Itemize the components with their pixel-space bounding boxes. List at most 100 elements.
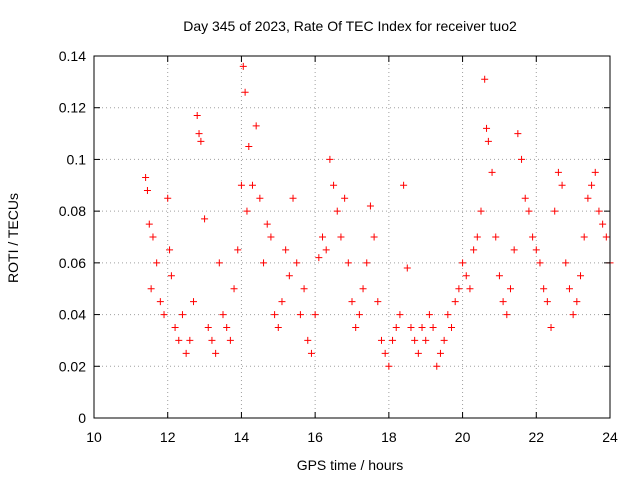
data-point [293,259,301,267]
data-point [484,137,492,145]
data-point [234,246,242,254]
data-point [425,311,433,319]
data-point [204,324,212,331]
data-point [296,311,304,319]
data-point [551,207,559,215]
data-point [451,298,459,306]
y-axis-ticks: 0 0.02 0.04 0.06 0.08 0.1 0.12 0.14 [59,48,610,426]
y-tick-label: 0.12 [59,100,86,116]
data-point [377,336,385,344]
data-point [558,181,566,189]
data-point [565,285,573,293]
data-point [263,220,271,228]
data-point [201,215,209,223]
data-point [488,168,496,176]
data-point [248,181,256,189]
data-point [352,324,360,331]
data-point [348,298,356,306]
data-point [481,75,489,83]
data-point [540,285,548,293]
y-tick-label: 0 [78,410,86,426]
data-point [278,298,286,306]
y-tick-label: 0.04 [59,307,86,323]
data-point [422,336,430,344]
data-point [156,298,164,306]
data-point [252,122,260,130]
x-tick-label: 10 [86,429,102,445]
data-point [407,324,415,331]
data-point [459,259,467,267]
data-point [510,246,518,254]
data-point [385,362,393,370]
plot-frame [93,55,611,419]
data-point [175,336,183,344]
data-point [245,143,253,150]
data-point [260,259,268,267]
data-point [400,181,408,189]
data-point [341,194,349,202]
data-point [167,272,175,280]
data-point [178,311,186,319]
data-point [588,181,596,189]
data-point [230,285,238,293]
data-point [322,246,330,254]
data-points [142,62,614,370]
y-tick-label: 0.14 [59,48,86,64]
data-point [326,155,334,163]
data-point [223,324,231,331]
data-point [215,259,223,267]
data-point [462,272,470,280]
data-point [492,233,500,241]
data-point [473,233,481,241]
data-point [403,264,411,272]
data-point [241,88,249,96]
data-point [271,311,279,319]
data-point [396,311,404,319]
x-tick-label: 18 [381,429,397,445]
data-point [580,233,588,241]
y-tick-label: 0.08 [59,203,86,219]
data-point [521,194,529,202]
data-point [359,285,367,293]
data-point [573,298,581,306]
data-point [414,349,422,357]
data-point [444,311,452,319]
x-tick-label: 14 [234,429,250,445]
data-point [145,220,153,228]
data-point [337,233,345,241]
data-point [256,194,264,202]
data-point [166,246,174,254]
data-point [547,324,555,331]
data-point [595,207,603,215]
x-axis-ticks: 10 12 14 16 18 20 22 24 [86,56,618,445]
data-point [440,336,448,344]
data-point [514,130,522,138]
data-point [171,324,179,331]
x-axis-label: GPS time / hours [297,457,404,473]
data-point [529,233,537,241]
data-point [149,233,157,241]
data-point [366,202,374,210]
data-point [429,324,437,331]
x-tick-label: 12 [160,429,176,445]
data-point [212,349,220,357]
data-point [477,207,485,215]
data-point [591,168,599,176]
data-point [532,246,540,254]
data-point [392,324,400,331]
data-point [190,298,198,306]
data-point [193,111,201,119]
x-tick-label: 16 [307,429,323,445]
data-point [381,349,389,357]
data-point [300,285,308,293]
data-point [208,336,216,344]
data-point [455,285,463,293]
data-point [411,336,419,344]
data-point [577,272,585,280]
data-point [554,168,562,176]
data-point [226,336,234,344]
data-point [418,324,426,331]
data-point [282,246,290,254]
x-tick-label: 20 [455,429,471,445]
